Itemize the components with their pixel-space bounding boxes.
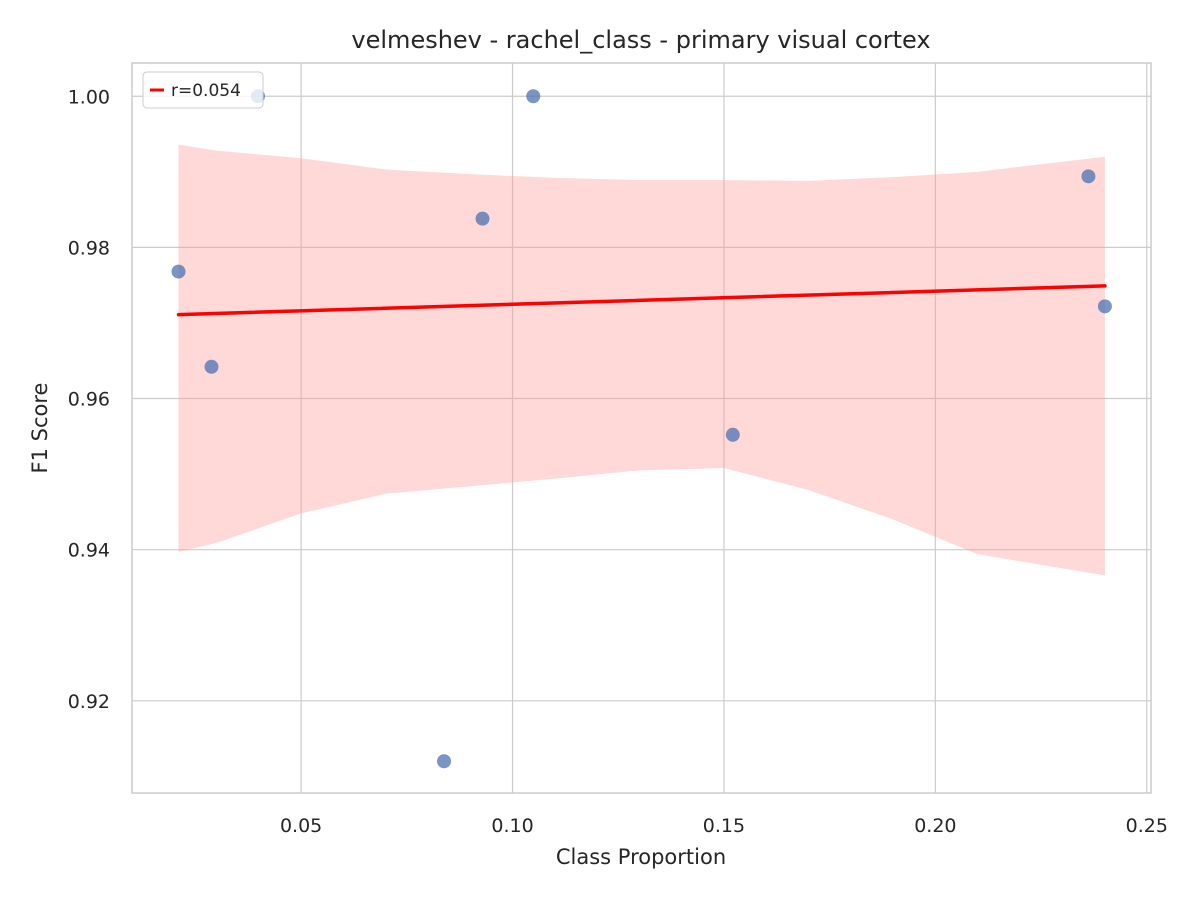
data-point: [475, 211, 490, 226]
y-tick-label: 1.00: [68, 86, 110, 108]
x-tick-label: 0.25: [1126, 815, 1168, 837]
x-tick-label: 0.10: [491, 815, 533, 837]
x-tick-label: 0.15: [703, 815, 745, 837]
y-tick-label: 0.94: [68, 540, 110, 562]
chart-title: velmeshev - rachel_class - primary visua…: [351, 26, 930, 54]
y-tick-label: 0.92: [68, 691, 110, 713]
legend: r=0.054: [142, 71, 264, 109]
data-point: [526, 89, 541, 104]
y-tick-label: 0.98: [68, 237, 110, 259]
x-tick-label: 0.05: [280, 815, 322, 837]
regression-line-layer: [176, 284, 1107, 317]
data-point: [171, 264, 186, 279]
tick-labels: 0.05 0.10 0.15 0.20 0.25 0.92 0.94 0.96 0.98 1.00: [68, 86, 1168, 837]
y-tick-label: 0.96: [68, 389, 110, 411]
grid-lines: [132, 63, 1151, 793]
data-point: [1081, 169, 1096, 184]
data-point: [1097, 299, 1112, 314]
legend-box: [142, 71, 264, 109]
confidence-band-layer: [178, 144, 1105, 576]
plot-frame: [131, 62, 1152, 794]
x-axis-title: Class Proportion: [556, 845, 726, 869]
plot-border: [131, 62, 1152, 794]
data-points-layer: [171, 89, 1112, 769]
legend-label: r=0.054: [171, 81, 241, 101]
data-point: [437, 754, 452, 769]
x-tick-label: 0.20: [914, 815, 956, 837]
y-axis-title: F1 Score: [28, 383, 52, 474]
regression-line: [176, 284, 1107, 317]
data-point: [725, 427, 740, 442]
confidence-band: [178, 144, 1105, 576]
data-point: [204, 359, 219, 374]
